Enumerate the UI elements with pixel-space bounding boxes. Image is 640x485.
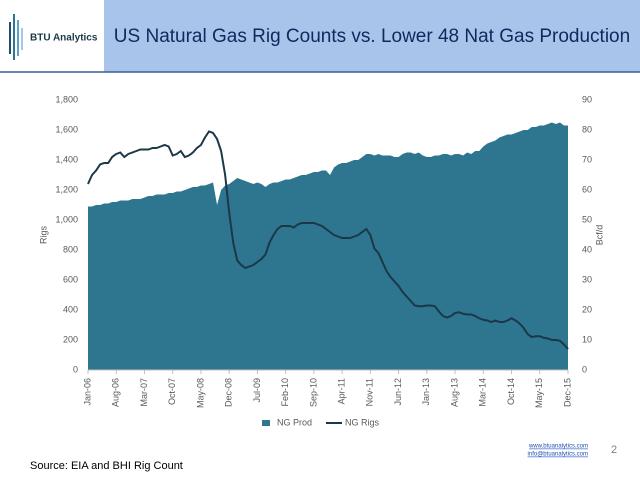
y2-tick-label: 30 [582, 274, 592, 284]
x-tick-label: Aug-06 [111, 378, 121, 407]
x-tick-label: Apr-11 [336, 378, 346, 404]
header-band [0, 0, 640, 72]
x-tick-label: Dec-08 [224, 378, 234, 407]
y-tick-label: 0 [73, 364, 78, 374]
y-tick-label: 1,200 [55, 184, 78, 194]
y2-tick-label: 80 [582, 124, 592, 134]
page-number: 2 [611, 444, 617, 456]
logo-icon [9, 14, 23, 60]
y2-tick-label: 60 [582, 184, 592, 194]
x-tick-label: May-15 [534, 378, 544, 408]
email-link[interactable]: info@btuanalytics.com [528, 452, 588, 458]
x-tick-label: Oct-07 [167, 378, 177, 405]
y2-tick-label: 70 [582, 154, 592, 164]
area [88, 122, 568, 370]
x-tick-label: Jun-12 [393, 378, 403, 406]
y2-tick-label: 90 [582, 94, 592, 104]
y-tick-label: 1,600 [55, 124, 78, 134]
x-tick-label: May-08 [195, 378, 205, 408]
y2-axis-title: Bcf/d [594, 225, 604, 246]
y2-tick-label: 40 [582, 244, 592, 254]
y2-tick-label: 20 [582, 304, 592, 314]
website-link[interactable]: www.btuanalytics.com [528, 444, 588, 450]
x-tick-label: Jan-06 [82, 378, 92, 406]
x-tick-label: Feb-10 [280, 378, 290, 407]
legend-label: NG Rigs [345, 417, 380, 427]
y2-tick-label: 50 [582, 214, 592, 224]
y-tick-label: 1,800 [55, 94, 78, 104]
y-axis-title: Rigs [38, 226, 48, 245]
x-tick-label: Jul-09 [252, 378, 262, 403]
y2-tick-label: 0 [582, 364, 587, 374]
line [87, 130, 569, 350]
slide-title: US Natural Gas Rig Counts vs. Lower 48 N… [114, 26, 630, 47]
x-tick-label: Mar-14 [478, 378, 488, 407]
y-tick-label: 800 [63, 244, 78, 254]
x-tick-label: Nov-11 [365, 378, 375, 406]
source-note: Source: EIA and BHI Rig Count [30, 460, 183, 472]
x-tick-label: Aug-13 [449, 378, 459, 407]
legend-swatch [262, 420, 270, 426]
y-tick-label: 600 [63, 274, 78, 284]
y-tick-label: 1,400 [55, 154, 78, 164]
y-tick-label: 1,000 [55, 214, 78, 224]
y-tick-label: 200 [63, 334, 78, 344]
y2-tick-label: 10 [582, 334, 592, 344]
logo-text: BTU Analytics [30, 33, 98, 44]
y-tick-label: 400 [63, 304, 78, 314]
x-tick-label: Sep-10 [308, 378, 318, 407]
x-tick-label: Oct-14 [506, 378, 516, 405]
x-tick-label: Dec-15 [562, 378, 572, 407]
x-tick-label: Jan-13 [421, 378, 431, 406]
legend-label: NG Prod [277, 417, 312, 427]
x-tick-label: Mar-07 [139, 378, 149, 407]
